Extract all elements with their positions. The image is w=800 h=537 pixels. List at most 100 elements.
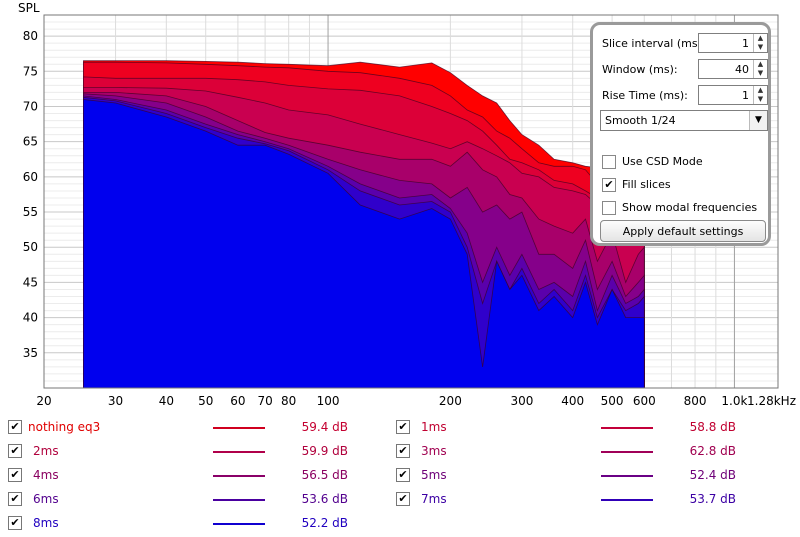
y-tick-label: 35	[23, 346, 38, 360]
legend-swatch	[601, 475, 653, 477]
waterfall-chart[interactable]: 35 40 45 50 55 60 65 70 75 80 20 30 40 50 60 70 80 100 200…	[0, 0, 800, 410]
slice-interval-label: Slice interval (ms):	[602, 37, 706, 50]
legend-item[interactable]: ✔ 8ms 52.2 dB	[8, 516, 358, 536]
up-arrow-icon[interactable]: ▲	[757, 86, 764, 94]
legend-swatch	[601, 499, 653, 501]
y-tick-label: 50	[23, 240, 38, 254]
fill-slices-checkbox-row[interactable]: ✔ Fill slices	[602, 178, 671, 192]
legend-label: 5ms	[421, 468, 447, 482]
legend-swatch	[601, 451, 653, 453]
use-csd-checkbox[interactable]	[602, 155, 616, 169]
legend-checkbox[interactable]: ✔	[8, 468, 22, 482]
legend-item[interactable]: ✔ nothing eq3 59.4 dB	[8, 420, 358, 440]
legend-value: 59.9 dB	[301, 444, 348, 458]
window-label: Window (ms):	[602, 63, 678, 76]
legend-value: 53.7 dB	[689, 492, 736, 506]
legend-value: 62.8 dB	[689, 444, 736, 458]
legend-swatch	[213, 427, 265, 429]
x-tick-label: 300	[510, 394, 533, 408]
x-tick-label: 60	[230, 394, 245, 408]
legend-checkbox[interactable]: ✔	[8, 420, 22, 434]
rise-time-value: 1	[742, 89, 749, 102]
x-tick-label: 100	[317, 394, 340, 408]
slice-areas	[83, 60, 645, 389]
legend-checkbox[interactable]: ✔	[8, 516, 22, 530]
settings-panel: Slice interval (ms): 1 ▲ ▼ Window (ms): 4…	[590, 22, 771, 246]
down-arrow-icon[interactable]: ▼	[757, 43, 764, 51]
x-tick-label: 1.28kHz	[747, 394, 796, 408]
legend-checkbox[interactable]: ✔	[396, 468, 410, 482]
x-tick-label: 1.0k	[721, 394, 747, 408]
legend-item[interactable]: ✔ 7ms 53.7 dB	[396, 492, 746, 512]
down-arrow-icon[interactable]: ▼	[757, 69, 764, 77]
x-tick-label: 80	[281, 394, 296, 408]
legend-swatch	[213, 499, 265, 501]
y-axis-label: SPL	[18, 1, 40, 15]
x-tick-label: 20	[36, 394, 51, 408]
x-tick-label: 400	[561, 394, 584, 408]
legend-item[interactable]: ✔ 2ms 59.9 dB	[8, 444, 358, 464]
down-arrow-icon[interactable]: ▼	[757, 95, 764, 103]
legend-item[interactable]: ✔ 1ms 58.8 dB	[396, 420, 746, 440]
legend-checkbox[interactable]: ✔	[396, 444, 410, 458]
window-stepper[interactable]: ▲ ▼	[753, 60, 767, 78]
legend-value: 52.2 dB	[301, 516, 348, 530]
apply-default-settings-button[interactable]: Apply default settings	[600, 220, 766, 242]
legend-swatch	[213, 475, 265, 477]
legend-checkbox[interactable]: ✔	[396, 420, 410, 434]
y-tick-label: 65	[23, 135, 38, 149]
legend-value: 56.5 dB	[301, 468, 348, 482]
use-csd-checkbox-row[interactable]: Use CSD Mode	[602, 155, 703, 169]
x-tick-label: 40	[159, 394, 174, 408]
window-input[interactable]: 40 ▲ ▼	[698, 59, 768, 79]
legend-checkbox[interactable]: ✔	[396, 492, 410, 506]
legend-label: 3ms	[421, 444, 447, 458]
slice-interval-value: 1	[742, 37, 749, 50]
legend-label: 1ms	[421, 420, 447, 434]
modal-frequencies-checkbox-row[interactable]: Show modal frequencies	[602, 201, 757, 215]
slice-area-8ms	[83, 99, 645, 389]
chevron-down-icon[interactable]: ▼	[749, 111, 767, 130]
slice-interval-input[interactable]: 1 ▲ ▼	[698, 33, 768, 53]
legend-label: 8ms	[33, 516, 59, 530]
legend-label: 4ms	[33, 468, 59, 482]
x-tick-label: 800	[684, 394, 707, 408]
modal-frequencies-checkbox[interactable]	[602, 201, 616, 215]
y-tick-label: 75	[23, 64, 38, 78]
legend-item[interactable]: ✔ 6ms 53.6 dB	[8, 492, 358, 512]
fill-slices-checkbox[interactable]: ✔	[602, 178, 616, 192]
legend-item[interactable]: ✔ 4ms 56.5 dB	[8, 468, 358, 488]
y-tick-label: 45	[23, 275, 38, 289]
x-tick-label: 500	[601, 394, 624, 408]
axes: 35 40 45 50 55 60 65 70 75 80 20 30 40 50 60 70 80 100 200…	[23, 14, 796, 408]
x-tick-label: 50	[198, 394, 213, 408]
modal-frequencies-label: Show modal frequencies	[622, 201, 758, 214]
legend-value: 58.8 dB	[689, 420, 736, 434]
legend-checkbox[interactable]: ✔	[8, 444, 22, 458]
rise-time-label: Rise Time (ms):	[602, 89, 688, 102]
x-tick-label: 30	[108, 394, 123, 408]
x-tick-label: 200	[439, 394, 462, 408]
legend-swatch	[601, 427, 653, 429]
legend-label: 6ms	[33, 492, 59, 506]
rise-time-input[interactable]: 1 ▲ ▼	[698, 85, 768, 105]
x-tick-label: 70	[257, 394, 272, 408]
legend-checkbox[interactable]: ✔	[8, 492, 22, 506]
y-tick-label: 70	[23, 99, 38, 113]
legend-item[interactable]: ✔ 3ms 62.8 dB	[396, 444, 746, 464]
legend-label: 2ms	[33, 444, 59, 458]
y-tick-label: 80	[23, 29, 38, 43]
legend-label: nothing eq3	[28, 420, 101, 434]
legend-item[interactable]: ✔ 5ms 52.4 dB	[396, 468, 746, 488]
y-tick-label: 40	[23, 311, 38, 325]
legend-swatch	[213, 451, 265, 453]
legend-swatch	[213, 523, 265, 525]
rise-time-stepper[interactable]: ▲ ▼	[753, 86, 767, 104]
x-tick-label: 600	[633, 394, 656, 408]
up-arrow-icon[interactable]: ▲	[757, 60, 764, 68]
fill-slices-label: Fill slices	[622, 178, 671, 191]
up-arrow-icon[interactable]: ▲	[757, 34, 764, 42]
legend-label: 7ms	[421, 492, 447, 506]
smoothing-select[interactable]: Smooth 1/24 ▼	[600, 110, 768, 131]
slice-interval-stepper[interactable]: ▲ ▼	[753, 34, 767, 52]
